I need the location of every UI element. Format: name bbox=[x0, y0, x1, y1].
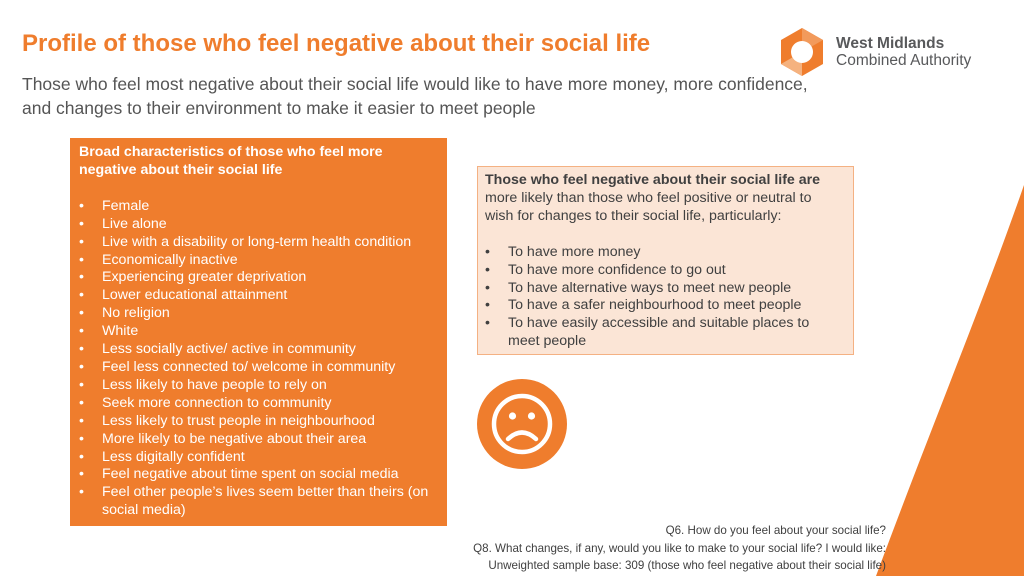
characteristic-item: Live with a disability or long-term heal… bbox=[79, 234, 437, 252]
change-item: To have more money bbox=[485, 244, 843, 262]
changes-intro: Those who feel negative about their soci… bbox=[485, 172, 843, 226]
changes-intro-rest: more likely than those who feel positive… bbox=[485, 189, 812, 224]
changes-intro-bold: Those who feel negative about their soci… bbox=[485, 172, 821, 188]
characteristic-item: Less likely to trust people in neighbour… bbox=[79, 413, 437, 431]
change-item: To have easily accessible and suitable p… bbox=[485, 315, 843, 351]
characteristic-item: No religion bbox=[79, 305, 437, 323]
characteristic-item: Less socially active/ active in communit… bbox=[79, 341, 437, 359]
hexagon-ring-logo-icon bbox=[781, 28, 823, 76]
page-subtitle: Those who feel most negative about their… bbox=[22, 74, 808, 118]
characteristics-list: Female Live alone Live with a disability… bbox=[79, 198, 437, 520]
characteristic-item: Feel other people’s lives seem better th… bbox=[79, 484, 437, 520]
characteristic-item: Feel negative about time spent on social… bbox=[79, 466, 437, 484]
characteristic-item: White bbox=[79, 323, 437, 341]
page-title: Profile of those who feel negative about… bbox=[22, 30, 651, 57]
characteristics-panel: Broad characteristics of those who feel … bbox=[70, 138, 447, 526]
characteristic-item: Live alone bbox=[79, 216, 437, 234]
change-item: To have a safer neighbourhood to meet pe… bbox=[485, 297, 843, 315]
footnotes: Q6. How do you feel about your social li… bbox=[473, 522, 886, 575]
characteristic-item: Seek more connection to community bbox=[79, 395, 437, 413]
footnote-sample-base: Unweighted sample base: 309 (those who f… bbox=[488, 559, 886, 572]
changes-panel: Those who feel negative about their soci… bbox=[477, 166, 854, 355]
logo-line-1: West Midlands bbox=[836, 35, 945, 52]
characteristic-item: Economically inactive bbox=[79, 252, 437, 270]
logo-line-2: Combined Authority bbox=[836, 52, 972, 69]
characteristic-item: Female bbox=[79, 198, 437, 216]
footnote-q8: Q8. What changes, if any, would you like… bbox=[473, 541, 886, 555]
characteristic-item: More likely to be negative about their a… bbox=[79, 431, 437, 449]
characteristic-item: Lower educational attainment bbox=[79, 287, 437, 305]
changes-list: To have more money To have more confiden… bbox=[485, 244, 843, 351]
characteristics-heading: Broad characteristics of those who feel … bbox=[79, 144, 383, 178]
characteristic-item: Less digitally confident bbox=[79, 449, 437, 467]
characteristic-item: Experiencing greater deprivation bbox=[79, 269, 437, 287]
footnote-q6: Q6. How do you feel about your social li… bbox=[665, 524, 886, 537]
characteristic-item: Feel less connected to/ welcome in commu… bbox=[79, 359, 437, 377]
change-item: To have alternative ways to meet new peo… bbox=[485, 280, 843, 298]
wmca-logo: West Midlands Combined Authority bbox=[776, 26, 1006, 78]
logo-wordmark: West Midlands Combined Authority bbox=[836, 35, 971, 69]
corner-decoration bbox=[876, 185, 1024, 576]
sad-face-icon bbox=[477, 379, 567, 469]
characteristic-item: Less likely to have people to rely on bbox=[79, 377, 437, 395]
change-item: To have more confidence to go out bbox=[485, 262, 843, 280]
